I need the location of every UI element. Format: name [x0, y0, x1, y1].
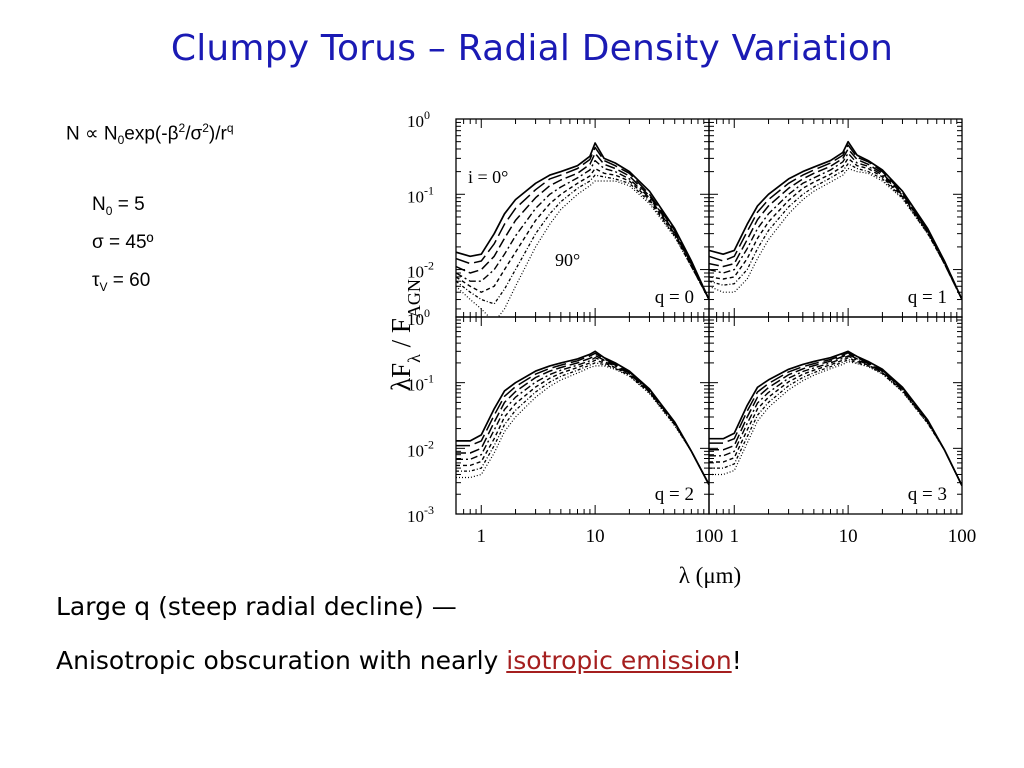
y-tick-label: 100 [407, 306, 430, 329]
x-axis-label: λ (μm) [679, 563, 741, 588]
y-tick-label: 10-1 [407, 372, 434, 395]
param-n0: N0 = 5 [92, 194, 145, 218]
sed-curve-5 [709, 157, 962, 300]
x-tick-label: 1 [477, 526, 487, 547]
isotropic-emission-highlight: isotropic emission [506, 646, 732, 675]
y-axis-label: λFλ / FAGN [386, 279, 424, 391]
sed-curve-7 [456, 365, 709, 485]
sed-curve-4 [709, 152, 962, 300]
sed-curve-3 [456, 354, 709, 485]
density-formula: N ∝ N0exp(-β2/σ2)/rq [66, 121, 234, 148]
sed-curve-6 [456, 174, 709, 305]
sed-curve-1 [456, 142, 709, 300]
conclusion-line-1: Large q (steep radial decline) — [56, 592, 457, 621]
sed-curve-5 [456, 359, 709, 485]
sed-curve-3 [709, 353, 962, 487]
panel-q3: q = 3 1 10 100 [708, 316, 977, 547]
inclination-label-0: i = 0° [468, 167, 508, 187]
sed-curve-2 [456, 146, 709, 300]
sed-curve-2 [456, 352, 709, 485]
x-tick-label: 1 [730, 526, 740, 547]
curves [709, 140, 962, 300]
sed-curve-6 [456, 362, 709, 485]
sed-curve-2 [709, 352, 962, 487]
curves [709, 350, 962, 487]
sed-curve-6 [709, 358, 962, 486]
sed-curve-4 [709, 355, 962, 487]
y-tick-label: 100 [407, 108, 430, 131]
x-tick-label: 100 [695, 526, 724, 547]
panel-q2: q = 2 1 10 100 [455, 316, 724, 547]
sed-curve-6 [709, 163, 962, 300]
conclusion-line-2: Anisotropic obscuration with nearly isot… [56, 646, 742, 675]
param-sigma: σ = 45º [92, 232, 154, 253]
sed-curve-3 [456, 152, 709, 300]
sed-curve-1 [709, 350, 962, 487]
sed-curve-1 [456, 350, 709, 485]
y-tick-label: 10-1 [407, 183, 434, 206]
x-tick-label: 10 [839, 526, 858, 547]
sed-curve-7 [709, 360, 962, 486]
y-tick-label: 10-2 [407, 437, 434, 460]
panel-q-label: q = 0 [655, 287, 694, 308]
curves [456, 142, 709, 317]
sed-curve-5 [456, 167, 709, 300]
sed-curve-7 [709, 167, 962, 300]
panel-q0: q = 0 i = 0° 90° [455, 118, 710, 318]
param-tau: τV = 60 [92, 270, 151, 294]
y-tick-label: 10-2 [407, 259, 434, 282]
sed-curve-4 [456, 159, 709, 300]
slide-title: Clumpy Torus – Radial Density Variation [170, 28, 894, 69]
inclination-label-90: 90° [555, 250, 580, 270]
sed-curve-1 [709, 140, 962, 300]
panel-q-label: q = 2 [655, 484, 694, 505]
panel-q1: q = 1 [708, 118, 963, 318]
curves [456, 350, 709, 485]
panel-q-label: q = 3 [908, 484, 947, 505]
y-tick-label: 10-3 [407, 503, 434, 526]
x-tick-label: 100 [948, 526, 977, 547]
sed-curve-5 [709, 357, 962, 487]
panel-q-label: q = 1 [908, 287, 947, 308]
x-tick-label: 10 [586, 526, 605, 547]
panel-frame [708, 316, 963, 515]
